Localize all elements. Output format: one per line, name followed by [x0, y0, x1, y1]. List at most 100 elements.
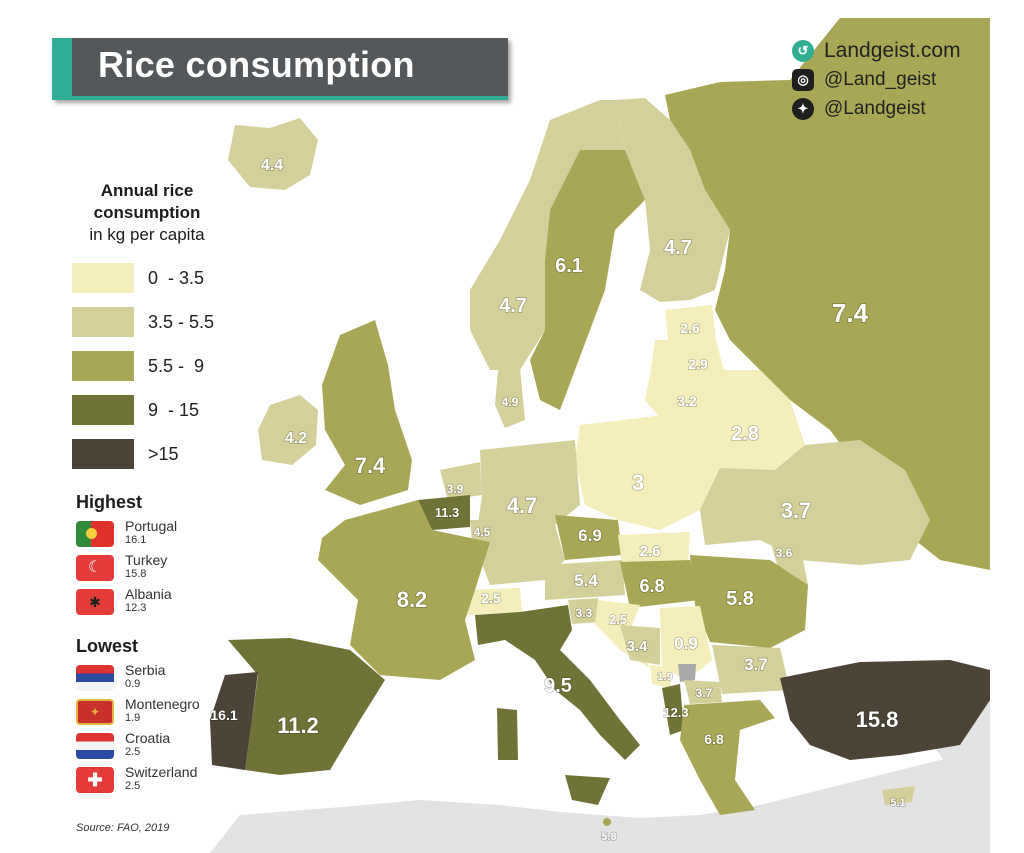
region-netherlands [440, 462, 482, 500]
legend: Annual rice consumption in kg per capita… [72, 180, 252, 476]
source-note: Source: FAO, 2019 [76, 822, 170, 834]
label-france: 8.2 [397, 587, 428, 612]
region-czechia [555, 515, 622, 560]
rank-value: 2.5 [125, 780, 141, 792]
label-albania: 12.3 [663, 705, 688, 720]
region-slovenia [568, 598, 600, 624]
legend-label: 0 - 3.5 [148, 267, 205, 288]
label-uk: 7.4 [355, 453, 386, 478]
label-belarus: 2.8 [731, 423, 759, 445]
label-bulgaria: 3.7 [744, 655, 768, 674]
rank-value: 0.9 [125, 678, 141, 690]
label-greece: 6.8 [704, 731, 724, 747]
label-cyprus: 5.1 [890, 797, 905, 809]
label-iceland: 4.4 [261, 157, 283, 174]
region-romania [690, 555, 808, 648]
label-switzerland: 2.5 [481, 590, 501, 606]
label-norway: 4.7 [499, 295, 527, 317]
label-ukraine: 3.7 [781, 498, 812, 523]
legend-swatch [72, 351, 134, 381]
region-germany [475, 440, 580, 585]
label-spain: 11.2 [277, 713, 319, 738]
label-austria: 5.4 [574, 571, 598, 590]
title-banner: Rice consumption [52, 38, 508, 100]
rank-country: Serbia [125, 662, 166, 678]
serbia-flag-icon [76, 665, 114, 691]
brand-instagram: @Land_geist [824, 68, 937, 90]
region-cyprus [882, 786, 915, 805]
legend-subtitle: in kg per capita [89, 225, 205, 244]
region-switzerland [462, 588, 522, 615]
label-denmark: 4.9 [502, 395, 519, 409]
region-ukraine [700, 440, 930, 565]
rank-country: Portugal [125, 518, 178, 534]
rank-value: 16.1 [125, 534, 147, 546]
label-turkey: 15.8 [856, 707, 899, 732]
label-latvia: 2.9 [688, 356, 708, 372]
legend-bin: >15 [72, 432, 252, 476]
lowest-list: Lowest Serbia 0.9 ✦ Montenegro 1.9 Croatia… [76, 636, 236, 799]
label-romania: 5.8 [726, 588, 754, 610]
region-sweden [530, 150, 645, 410]
region-uk [322, 320, 412, 505]
label-north-macedonia: 3.7 [696, 686, 713, 700]
legend-label: 5.5 - 9 [148, 355, 205, 376]
rank-country: Turkey [125, 552, 168, 568]
label-czechia: 6.9 [578, 526, 602, 545]
legend-title-line2: consumption [93, 203, 201, 222]
highest-heading: Highest [76, 492, 143, 512]
region-serbia [660, 606, 712, 680]
label-italy: 9.5 [544, 675, 572, 697]
label-ireland: 4.2 [285, 430, 307, 447]
north-africa-land [210, 740, 990, 853]
legend-swatch [72, 263, 134, 293]
region-ireland [258, 395, 318, 465]
region-sardinia [497, 708, 518, 760]
highest-list: Highest Portugal 16.1 ☾ Turkey 15.8 ✱ Alba… [76, 492, 236, 621]
legend-label: 9 - 15 [148, 399, 200, 420]
label-bosnia: 3.4 [627, 638, 649, 655]
switzerland-flag-icon: ✚ [76, 767, 114, 793]
list-item: Croatia 2.5 [76, 731, 236, 765]
legend-swatch [72, 395, 134, 425]
label-russia: 7.4 [832, 298, 869, 328]
label-moldova: 3.6 [776, 546, 793, 560]
legend-swatch [72, 439, 134, 469]
rank-value: 1.9 [125, 712, 141, 724]
region-finland [615, 98, 730, 302]
portugal-flag-icon [76, 521, 114, 547]
label-serbia: 0.9 [674, 634, 698, 653]
albania-flag-icon: ✱ [76, 589, 114, 615]
brand-block: ↺ Landgeist.com ◎ @Land_geist ✦ @Landgei… [792, 36, 1002, 123]
label-finland: 4.7 [664, 237, 692, 259]
twitter-icon: ✦ [792, 97, 814, 120]
list-item: ✦ Montenegro 1.9 [76, 697, 236, 731]
rank-country: Montenegro [125, 696, 200, 712]
label-netherlands: 3.9 [447, 482, 464, 496]
region-north-macedonia [684, 680, 722, 704]
legend-label: 3.5 - 5.5 [148, 311, 215, 332]
label-slovenia: 3.3 [576, 606, 593, 620]
region-belgium [418, 495, 470, 530]
croatia-flag-icon [76, 733, 114, 759]
region-kosovo [678, 664, 696, 682]
list-item: Serbia 0.9 [76, 663, 236, 697]
rank-country: Albania [125, 586, 172, 602]
region-turkey [780, 660, 990, 760]
label-malta: 5.8 [601, 831, 616, 843]
rank-country: Croatia [125, 730, 171, 746]
region-sicily [565, 775, 610, 805]
region-france [318, 500, 490, 680]
region-malta [603, 818, 611, 826]
brand-twitter: @Landgeist [824, 97, 926, 119]
region-denmark [495, 368, 525, 428]
instagram-icon: ◎ [792, 68, 814, 91]
lowest-heading: Lowest [76, 636, 139, 656]
region-austria [545, 560, 625, 600]
label-portugal: 16.1 [210, 707, 237, 723]
montenegro-flag-icon: ✦ [76, 699, 114, 725]
list-item: ✚ Switzerland 2.5 [76, 765, 236, 799]
legend-title-line1: Annual rice [100, 181, 194, 200]
legend-bin: 0 - 3.5 [72, 256, 252, 300]
